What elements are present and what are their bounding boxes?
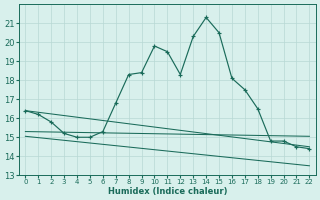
X-axis label: Humidex (Indice chaleur): Humidex (Indice chaleur)	[108, 187, 227, 196]
